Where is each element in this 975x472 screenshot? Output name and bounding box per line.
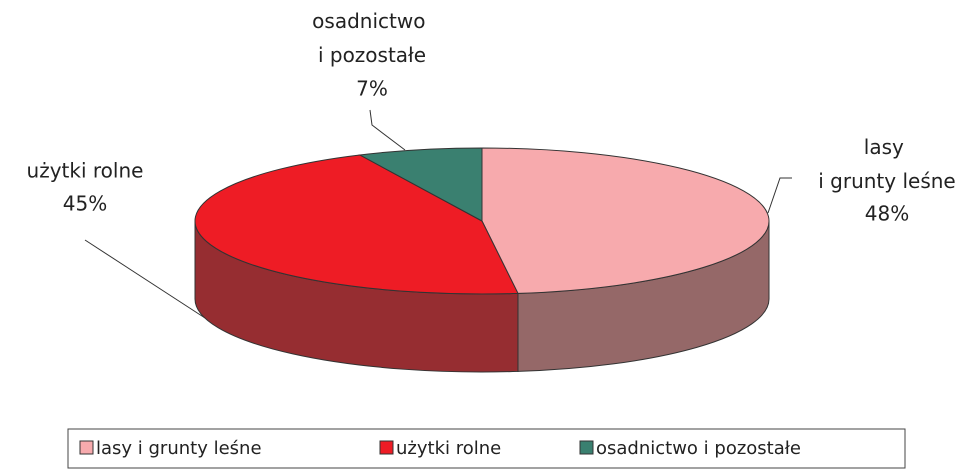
leader-line	[84, 239, 206, 319]
data-label-name: lasy i grunty leśne	[818, 135, 955, 193]
data-label-value: 48%	[865, 202, 909, 226]
label-line: lasy	[864, 135, 910, 159]
data-label-value: 45%	[63, 192, 107, 216]
pie-slice	[194, 154, 519, 295]
data-label-name: użytki rolne	[27, 159, 144, 183]
leader-line	[767, 177, 792, 214]
data-label-value: 7%	[356, 77, 388, 101]
label-line: osadnictwo	[312, 9, 432, 33]
legend-label: użytki rolne	[396, 438, 501, 459]
legend-label: osadnictwo i pozostałe	[596, 438, 801, 459]
label-line: i pozostałe	[318, 43, 426, 67]
legend-label: lasy i grunty leśne	[96, 438, 262, 459]
pie-slice	[358, 147, 483, 222]
data-label-name: osadnictwo i pozostałe	[312, 9, 432, 67]
pie-slice	[481, 147, 770, 294]
legend-swatch	[579, 440, 594, 455]
label-line: i grunty leśne	[818, 169, 955, 193]
legend-box	[67, 428, 906, 469]
leader-line	[369, 109, 406, 151]
legend-swatch	[79, 440, 94, 455]
legend-swatch	[379, 440, 394, 455]
